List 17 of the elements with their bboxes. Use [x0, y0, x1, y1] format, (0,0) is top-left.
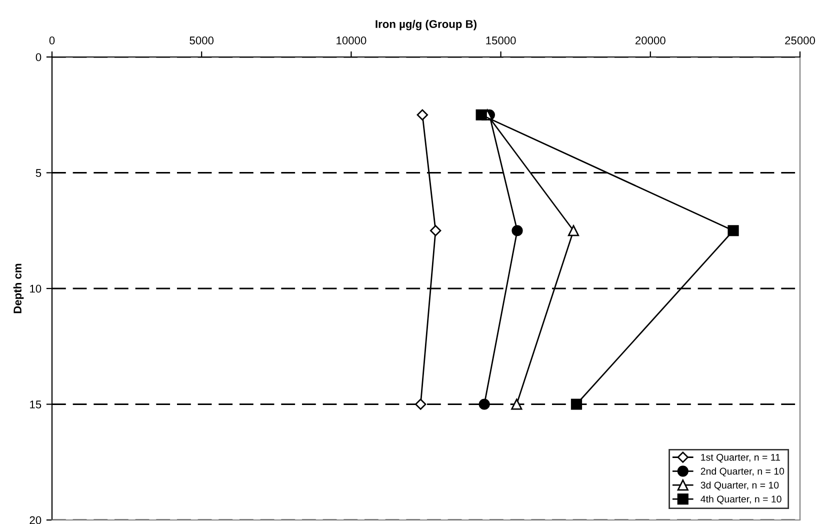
y-tick-label: 20: [30, 516, 42, 524]
x-tick-label: 25000: [785, 36, 816, 44]
y-axis-title: Depth cm: [13, 264, 24, 314]
x-tick-label: 15000: [486, 36, 516, 44]
x-tick-label: 0: [49, 36, 55, 44]
y-tick-label: 15: [30, 400, 42, 408]
legend-label: 1st Quarter, n = 11: [701, 454, 780, 462]
y-tick-label: 5: [36, 169, 42, 177]
x-axis-title: Iron µg/g (Group B): [376, 20, 476, 30]
legend-label: 3d Quarter, n = 10: [700, 481, 779, 490]
x-tick-label: 10000: [336, 36, 366, 44]
y-tick-label: 10: [30, 284, 42, 293]
legend-label: 2nd Quarter, n = 10: [700, 468, 784, 476]
y-tick-label: 0: [36, 53, 42, 62]
x-tick-label: 5000: [190, 36, 214, 44]
x-tick-label: 20000: [636, 36, 666, 44]
legend-label: 4th Quarter, n = 10: [700, 495, 782, 504]
